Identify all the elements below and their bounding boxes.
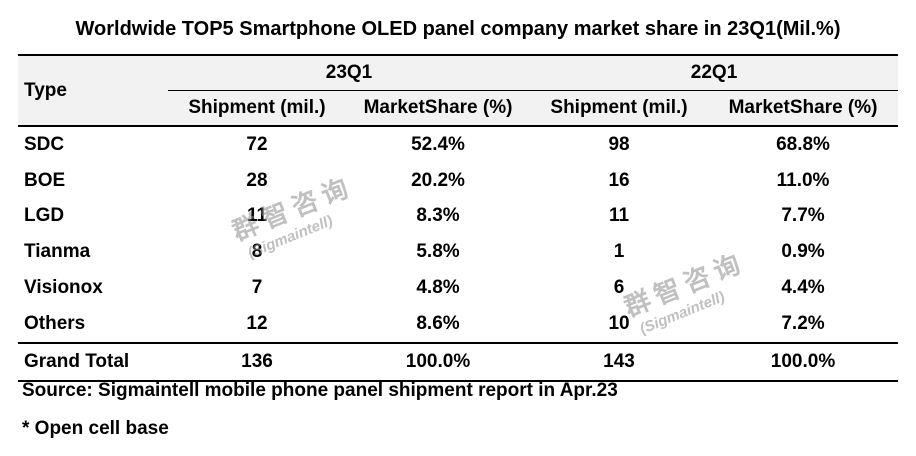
shipment-23q1-cell: 28 [246, 169, 268, 191]
share-22q1-cell: 11.0% [776, 169, 830, 191]
share-23q1-cell: 5.8% [416, 241, 460, 263]
col-header-share-22q1: MarketShare (%) [708, 90, 899, 127]
shipment-22q1-cell: 6 [613, 277, 625, 299]
shipment-22q1-cell: 11 [608, 205, 630, 227]
share-23q1-cell: 8.6% [416, 312, 460, 334]
group-header-22q1: 22Q1 [530, 54, 899, 91]
table-row: Visionox 7 4.8% 6 4.4% [18, 270, 898, 306]
shipment-23q1-cell: 11 [246, 205, 268, 227]
table-row: BOE 28 20.2% 16 11.0% [18, 163, 898, 199]
table-row: LGD 11 8.3% 11 7.7% [18, 199, 898, 235]
row-label: LGD [24, 205, 65, 227]
share-22q1-cell: 7.7% [781, 205, 825, 227]
group-header-23q1: 23Q1 [168, 54, 531, 91]
shipment-23q1-cell: 136 [168, 341, 346, 382]
share-22q1-cell: 68.8% [776, 133, 830, 155]
col-header-share-23q1: MarketShare (%) [346, 90, 531, 127]
shipment-22q1-cell: 98 [608, 133, 630, 155]
row-label: Others [24, 312, 86, 334]
share-23q1-cell: 20.2% [411, 169, 465, 191]
share-22q1-cell: 4.4% [781, 277, 825, 299]
share-22q1-cell: 100.0% [708, 341, 899, 382]
table-row: Others 12 8.6% 10 7.2% [18, 306, 898, 343]
header-row-groups: Type 23Q1 22Q1 [18, 54, 899, 127]
row-label: Visionox [24, 277, 103, 299]
row-label: Tianma [24, 241, 91, 263]
share-23q1-cell: 4.8% [416, 277, 460, 299]
table-row: SDC 72 52.4% 98 68.8% [18, 126, 898, 163]
total-row: Grand Total 136 100.0% 143 100.0% [18, 341, 899, 382]
row-label: SDC [24, 133, 65, 155]
row-label: Grand Total [18, 341, 168, 382]
shipment-22q1-cell: 143 [530, 341, 709, 382]
table-row: Tianma 8 5.8% 1 0.9% [18, 234, 898, 270]
share-23q1-cell: 8.3% [416, 205, 460, 227]
share-23q1-cell: 52.4% [411, 133, 465, 155]
row-label: BOE [24, 169, 66, 191]
share-22q1-cell: 0.9% [781, 241, 825, 263]
table-body: SDC 72 52.4% 98 68.8% BOE 28 20.2% 16 11.0% LGD 11 8… [18, 126, 899, 382]
shipment-23q1-cell: 7 [251, 277, 263, 299]
col-header-shipment-22q1: Shipment (mil.) [530, 90, 709, 127]
header-row-columns: Shipment (mil.) MarketShare (%) Shipment… [18, 90, 899, 127]
shipment-23q1-cell: 8 [251, 241, 263, 263]
shipment-23q1-cell: 72 [246, 133, 268, 155]
source-note: Source: Sigmaintell mobile phone panel s… [22, 380, 618, 401]
col-header-shipment-23q1: Shipment (mil.) [168, 90, 346, 127]
footnote: * Open cell base [22, 418, 169, 439]
share-23q1-cell: 100.0% [346, 341, 531, 382]
table-title: Worldwide TOP5 Smartphone OLED panel com… [75, 18, 841, 40]
shipment-22q1-cell: 16 [608, 169, 630, 191]
share-22q1-cell: 7.2% [781, 312, 825, 334]
shipment-22q1-cell: 10 [608, 312, 630, 334]
shipment-23q1-cell: 12 [246, 312, 268, 334]
shipment-22q1-cell: 1 [613, 241, 625, 263]
market-share-table: Type 23Q1 22Q1 Shipment (mil.) MarketSha… [18, 54, 899, 382]
type-header: Type [18, 54, 168, 127]
